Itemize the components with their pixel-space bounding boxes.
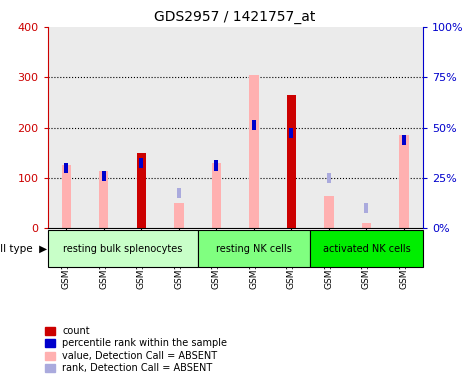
Bar: [324, 196, 333, 228]
Bar: [327, 173, 331, 183]
Bar: [174, 203, 183, 228]
Bar: [102, 170, 106, 180]
Bar: [102, 170, 106, 180]
Bar: [273, 27, 310, 228]
Bar: [198, 27, 235, 228]
Bar: [252, 120, 256, 130]
Title: GDS2957 / 1421757_at: GDS2957 / 1421757_at: [154, 10, 316, 25]
Bar: [310, 27, 348, 228]
Bar: [212, 163, 221, 228]
Bar: [385, 27, 423, 228]
Text: activated NK cells: activated NK cells: [323, 243, 410, 254]
Bar: [362, 223, 371, 228]
FancyBboxPatch shape: [310, 230, 423, 267]
Bar: [99, 170, 108, 228]
Text: resting NK cells: resting NK cells: [216, 243, 292, 254]
Text: cell type  ▶: cell type ▶: [0, 243, 48, 254]
Bar: [137, 153, 146, 228]
FancyBboxPatch shape: [48, 230, 198, 267]
Bar: [235, 27, 273, 228]
Bar: [364, 203, 369, 214]
FancyBboxPatch shape: [198, 230, 310, 267]
Bar: [139, 158, 143, 168]
Bar: [402, 135, 406, 145]
Bar: [287, 95, 296, 228]
Legend: count, percentile rank within the sample, value, Detection Call = ABSENT, rank, : count, percentile rank within the sample…: [43, 324, 229, 375]
Bar: [48, 27, 85, 228]
Bar: [85, 27, 123, 228]
Bar: [160, 27, 198, 228]
Bar: [249, 75, 258, 228]
Text: resting bulk splenocytes: resting bulk splenocytes: [63, 243, 182, 254]
Bar: [123, 27, 160, 228]
Bar: [62, 166, 71, 228]
Bar: [177, 188, 181, 198]
Bar: [214, 161, 218, 170]
Bar: [64, 163, 68, 173]
Bar: [137, 153, 146, 228]
Bar: [348, 27, 385, 228]
Bar: [399, 135, 408, 228]
Bar: [289, 127, 294, 138]
Bar: [64, 163, 68, 173]
Bar: [402, 135, 406, 145]
